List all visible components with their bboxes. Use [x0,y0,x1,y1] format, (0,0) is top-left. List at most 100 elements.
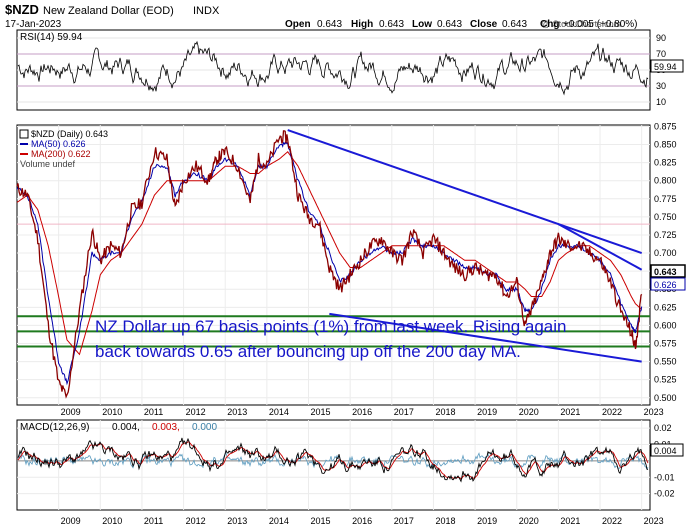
macd-x-tick-label: 2011 [144,516,163,526]
price-last-ma50: 0.626 [654,280,677,290]
price-tick-label: 0.575 [654,339,677,349]
price-x-tick-label: 2021 [560,407,580,417]
annotation-line-1: NZ Dollar up 67 basis points (1%) from l… [95,317,566,336]
price-tick-label: 0.725 [654,230,677,240]
macd-histogram-value: 0.000 [192,422,217,433]
price-x-tick-label: 2018 [435,407,455,417]
price-tick-label: 0.750 [654,212,677,222]
price-tick-label: 0.875 [654,121,677,131]
macd-last-value: 0.004 [654,446,677,456]
trendline [287,129,642,255]
price-x-tick-label: 2013 [227,407,247,417]
rsi-tick-label: 30 [656,81,666,91]
price-x-tick-label: 2020 [519,407,539,417]
macd-series [17,437,649,483]
macd-x-ticks: 2009 2010 2011 2012 2013 2014 2015 2016 2017 2018… [61,516,664,526]
rsi-tick-label: 70 [656,49,666,59]
rsi-tick-label: 10 [656,97,666,107]
macd-panel: MACD(12,26,9) 0.004, 0.003, 0.000 0.02 0.… [16,419,684,526]
chg-value: +0.005 (+0.80%) [563,19,638,30]
macd-x-tick-label: 2013 [227,516,247,526]
price-tick-label: 0.600 [654,320,677,330]
price-x-tick-label: 2019 [477,407,497,417]
price-x-tick-label: 2011 [144,407,163,417]
index-label: INDX [193,5,220,17]
macd-tick-label: -0.01 [654,472,675,482]
macd-legend-prefix: MACD(12,26,9) [20,422,89,433]
macd-x-tick-label: 2018 [435,516,455,526]
rsi-legend: RSI(14) 59.94 [20,32,83,43]
trendline [557,223,643,271]
macd-y-ticks: 0.020.01-0.01-0.02 [654,423,675,498]
macd-x-tick-label: 2016 [352,516,372,526]
price-last-value-tags: 0.643 0.626 [650,264,686,291]
macd-panel-frame [16,419,651,511]
price-x-ticks: 2009 2010 2011 2012 2013 2014 2015 2016 2017 2018… [61,407,664,417]
macd-x-tick-label: 2015 [311,516,331,526]
macd-tick-label: 0.02 [654,423,672,433]
price-tick-label: 0.550 [654,357,677,367]
price-x-tick-label: 2009 [61,407,81,417]
macd-x-tick-label: 2020 [519,516,539,526]
close-value: 0.643 [502,19,527,30]
low-label: Low [412,19,432,30]
macd-tick-label: -0.02 [654,489,675,499]
open-value: 0.643 [317,19,342,30]
price-series [16,130,643,399]
price-tick-label: 0.700 [654,248,677,258]
macd-last-value-tag: 0.004 [650,443,684,457]
price-tick-label: 0.775 [654,194,677,204]
price-legend: $NZD (Daily) 0.643 MA(50) 0.626 MA(200) … [19,129,108,169]
ma50-legend: MA(50) 0.626 [31,139,86,149]
rsi-line [17,40,649,96]
open-label: Open [285,19,311,30]
macd-x-tick-label: 2014 [269,516,289,526]
price-last-close: 0.643 [654,267,677,277]
macd-histogram-line [17,452,649,470]
price-series-line-2 [16,151,643,356]
macd-x-tick-label: 2010 [102,516,122,526]
price-tick-label: 0.850 [654,140,677,150]
trendline [329,312,642,363]
volume-legend: Volume undef [20,159,76,169]
price-gridlines [17,125,650,405]
price-x-tick-label: 2017 [394,407,414,417]
macd-x-tick-label: 2021 [560,516,580,526]
rsi-tick-label: 90 [656,33,666,43]
price-x-tick-label: 2010 [102,407,122,417]
macd-x-tick-label: 2023 [644,516,664,526]
price-tick-label: 0.825 [654,158,677,168]
ma200-legend: MA(200) 0.622 [31,149,91,159]
high-label: High [351,19,373,30]
price-x-tick-label: 2015 [311,407,331,417]
price-x-tick-label: 2023 [644,407,664,417]
macd-legend: MACD(12,26,9) 0.004, 0.003, 0.000 [20,422,217,433]
price-x-tick-label: 2014 [269,407,289,417]
macd-x-tick-label: 2022 [602,516,622,526]
rsi-last-value: 59.94 [654,62,677,72]
annotation-line-2: back towards 0.65 after bouncing up off … [95,342,521,361]
price-tick-label: 0.625 [654,302,677,312]
macd-signal-value: 0.003, [152,422,180,433]
rsi-last-value-tag: 59.94 [650,59,684,73]
macd-legend-value: 0.004, [112,422,140,433]
macd-x-tick-label: 2009 [61,516,81,526]
price-panel: $NZD (Daily) 0.643 MA(50) 0.626 MA(200) … [16,121,686,417]
price-x-tick-label: 2016 [352,407,372,417]
price-x-tick-label: 2022 [602,407,622,417]
symbol-label: $NZD [5,2,39,17]
close-label: Close [470,19,498,30]
price-tick-label: 0.500 [654,393,677,403]
low-value: 0.643 [437,19,462,30]
macd-x-tick-label: 2017 [394,516,414,526]
chg-label: Chg [540,19,559,30]
price-y-ticks: 0.5000.5250.5500.5750.6000.6250.6500.675… [654,121,677,402]
price-series-line-0 [16,130,643,399]
chart-header: $NZD New Zealand Dollar (EOD) INDX 17-Ja… [5,2,638,30]
high-value: 0.643 [379,19,404,30]
macd-x-tick-label: 2019 [477,516,497,526]
price-tick-label: 0.800 [654,176,677,186]
price-x-tick-label: 2012 [186,407,206,417]
price-legend-title: $NZD (Daily) 0.643 [31,129,108,139]
